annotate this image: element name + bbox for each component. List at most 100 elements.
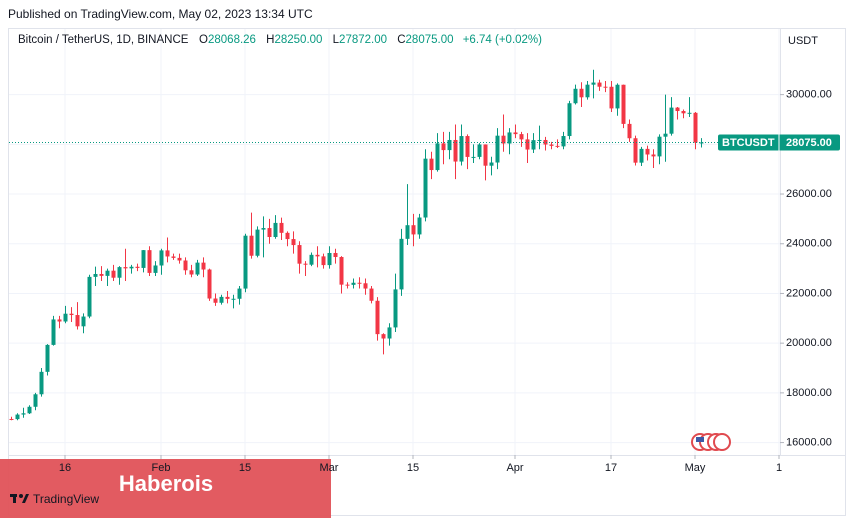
candle-body <box>561 136 566 147</box>
candle-body <box>381 334 386 339</box>
candle-body <box>405 225 410 239</box>
candle-body <box>525 139 530 150</box>
candle-body <box>651 154 656 157</box>
candle-body <box>165 250 170 257</box>
candle-body <box>531 140 536 150</box>
candle-body <box>129 266 134 269</box>
candle-body <box>213 298 218 303</box>
candle-body <box>33 394 38 407</box>
candle-body <box>93 273 98 277</box>
legend-close: 28075.00 <box>405 34 454 46</box>
candle-body <box>39 371 44 395</box>
candle-body <box>489 162 494 166</box>
candle-body <box>699 142 704 144</box>
candle-body <box>501 135 506 144</box>
candle-body <box>225 296 230 299</box>
legend-high-label: H <box>266 34 275 46</box>
candle-body <box>549 144 554 146</box>
candle-body <box>321 256 326 266</box>
candle-body <box>495 135 500 163</box>
candle-body <box>27 406 32 414</box>
legend: Bitcoin / TetherUS, 1D, BINANCE O28068.2… <box>18 34 548 46</box>
candle-body <box>75 315 80 327</box>
candle-body <box>369 288 374 301</box>
candle-body <box>387 327 392 339</box>
candle-body <box>681 111 686 114</box>
candle-body <box>435 143 440 171</box>
candle-body <box>483 144 488 166</box>
candle-body <box>411 225 416 235</box>
candle-body <box>357 282 362 284</box>
candle-body <box>597 82 602 87</box>
candle-body <box>105 270 110 276</box>
candle-body <box>375 300 380 335</box>
y-tick-label: 16000.00 <box>786 436 832 448</box>
candle-body <box>21 413 26 415</box>
candle-body <box>471 156 476 158</box>
candle-body <box>123 267 128 269</box>
x-tick-label: 16 <box>59 462 71 474</box>
price-label-value: 28075.00 <box>786 137 832 149</box>
x-tick-label: 15 <box>407 462 419 474</box>
y-tick-label: 30000.00 <box>786 89 832 101</box>
candle-body <box>345 284 350 286</box>
candle-body <box>189 270 194 275</box>
candle-body <box>219 296 224 303</box>
flag-icons <box>691 433 731 451</box>
candle-body <box>585 84 590 98</box>
candle-body <box>603 86 608 88</box>
candle-body <box>669 107 674 134</box>
candle-body <box>639 148 644 163</box>
candle-body <box>291 239 296 246</box>
candle-body <box>267 228 272 238</box>
candle-body <box>555 145 560 147</box>
candle-body <box>153 265 158 273</box>
candle-body <box>231 298 236 300</box>
candle-body <box>81 316 86 327</box>
candle-body <box>135 266 140 268</box>
x-tick-label: Feb <box>152 462 171 474</box>
brand-logo <box>10 494 29 503</box>
candle-body <box>285 232 290 240</box>
candle-body <box>255 229 260 256</box>
legend-open: 28068.26 <box>207 34 256 46</box>
candle-body <box>309 254 314 265</box>
y-tick-label: 26000.00 <box>786 188 832 200</box>
candle-body <box>273 222 278 238</box>
candle-body <box>237 288 242 299</box>
candle-body <box>519 134 524 140</box>
candle-body <box>633 138 638 163</box>
legend-close-label: C <box>397 34 406 46</box>
candle-body <box>111 270 116 278</box>
candle-body <box>423 158 428 218</box>
candle-body <box>195 262 200 275</box>
candle-body <box>441 143 446 151</box>
y-tick-label: 22000.00 <box>786 287 832 299</box>
x-tick-label: Mar <box>320 462 339 474</box>
candle-body <box>333 252 338 258</box>
candle-body <box>9 418 14 420</box>
legend-open-label: O <box>199 34 208 46</box>
candle-body <box>657 136 662 157</box>
candle-body <box>177 257 182 261</box>
candle-body <box>297 245 302 264</box>
candle-body <box>579 88 584 98</box>
candle-body <box>201 262 206 270</box>
x-tick-label: 15 <box>239 462 251 474</box>
candle-body <box>465 136 470 157</box>
candle-body <box>183 260 188 271</box>
grid <box>9 29 780 455</box>
candle-body <box>459 136 464 162</box>
candle-body <box>99 273 104 276</box>
candle-body <box>57 319 62 322</box>
candle-body <box>141 250 146 268</box>
candle-body <box>303 263 308 265</box>
candle-body <box>147 250 152 273</box>
y-axis-unit: USDT <box>788 35 818 47</box>
candle-body <box>537 139 542 141</box>
candle-body <box>45 344 50 372</box>
y-tick-label: 20000.00 <box>786 337 832 349</box>
candle-body <box>117 267 122 278</box>
candle-body <box>243 235 248 289</box>
